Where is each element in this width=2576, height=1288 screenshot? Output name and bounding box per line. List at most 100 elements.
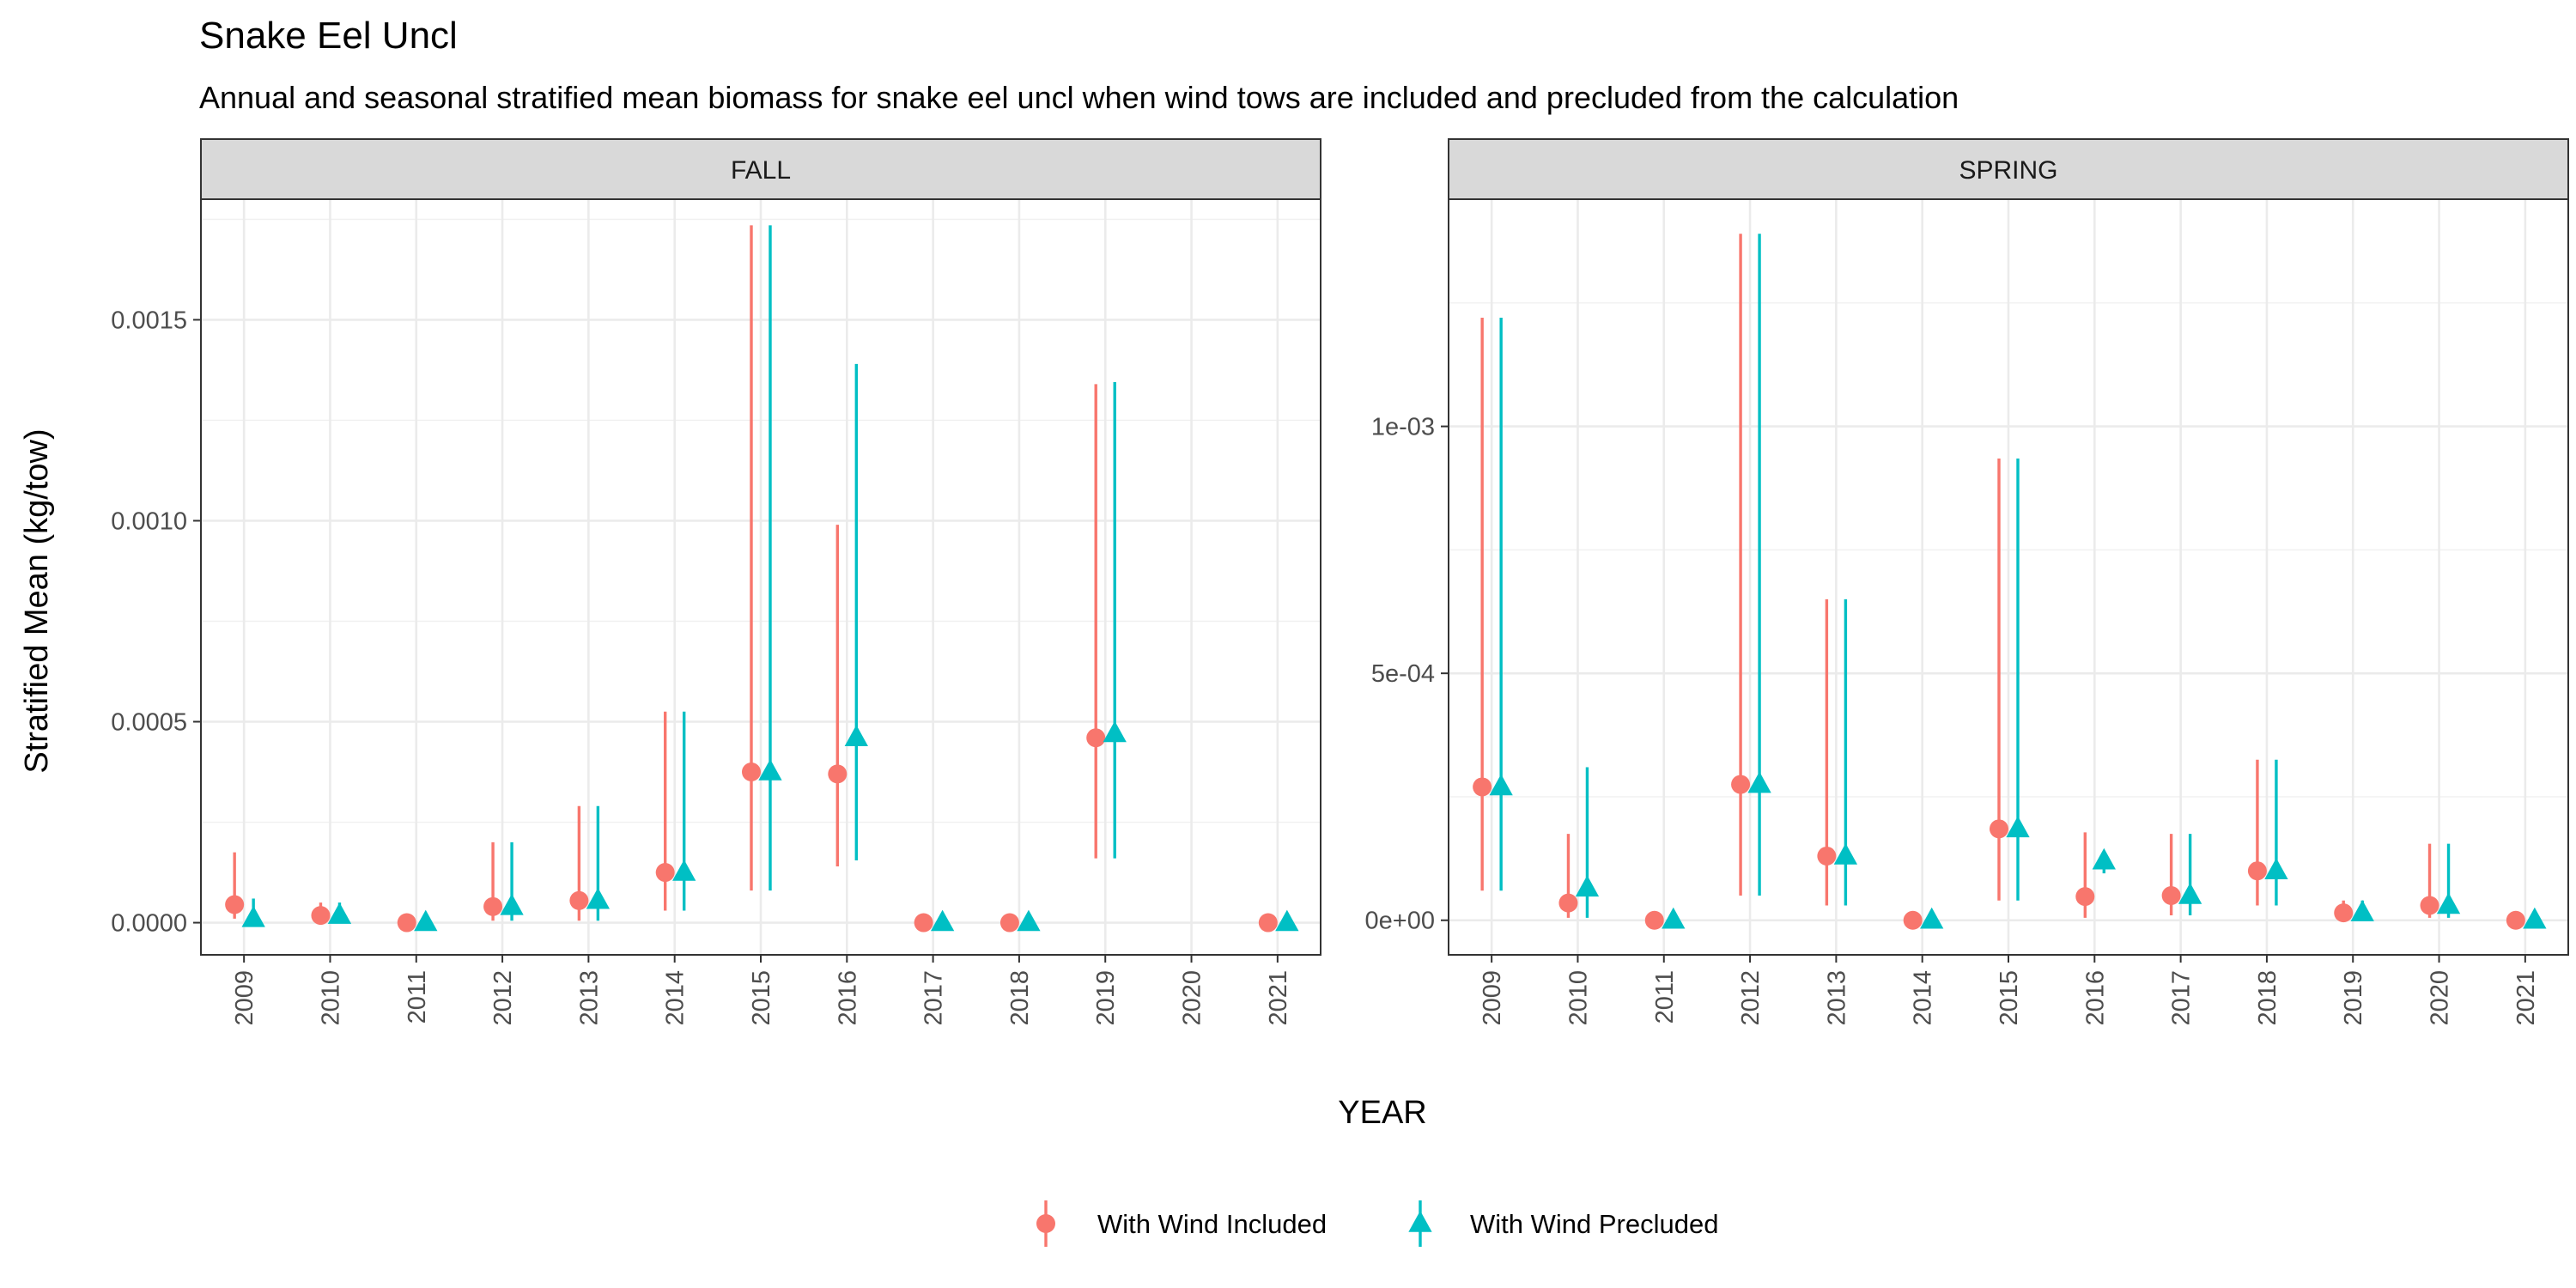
x-tick-label: 2009	[1479, 970, 1506, 1026]
y-tick-label: 0.0000	[111, 910, 187, 938]
y-tick-label: 0.0005	[111, 709, 187, 737]
data-point	[327, 902, 352, 924]
data-point	[930, 909, 955, 932]
x-tick-label: 2012	[1737, 970, 1765, 1026]
series-wind-included	[1473, 234, 2525, 930]
y-tick-label: 5e-04	[1371, 660, 1435, 688]
data-point	[311, 906, 331, 926]
data-point	[758, 759, 782, 781]
data-point	[2436, 892, 2461, 914]
x-tick-label: 2015	[748, 970, 775, 1026]
facet-strip-label: SPRING	[1959, 156, 2057, 185]
data-point	[1817, 846, 1837, 866]
data-point	[586, 887, 611, 909]
data-point	[1017, 909, 1041, 932]
x-tick-label: 2013	[1823, 970, 1850, 1026]
x-tick-label: 2014	[662, 970, 690, 1026]
facet-strip	[200, 138, 1321, 200]
panel-spring: 0e+00 5e-04 1e-03 2009 2010 2011 2012 2013 2014 2…	[1365, 138, 2569, 1026]
data-point	[241, 905, 265, 927]
x-tick-label: 2018	[2254, 970, 2281, 1026]
x-tick-label: 2020	[2427, 970, 2454, 1026]
series-wind-precluded	[241, 225, 1299, 932]
x-tick-label: 2010	[317, 970, 344, 1026]
data-point	[2334, 903, 2354, 923]
y-axis-title: Stratified Mean (kg/tow)	[19, 428, 55, 773]
data-point	[1103, 720, 1127, 743]
y-tick-label: 0.0010	[111, 507, 187, 535]
panel-border	[200, 198, 1321, 956]
data-point	[1731, 775, 1751, 794]
data-point	[1275, 909, 1299, 932]
x-tick-label: 2011	[1651, 970, 1679, 1024]
x-tick-label: 2010	[1564, 970, 1592, 1026]
panels: 0.0000 0.0005 0.0010 0.0015 2009 2010 2011 2012…	[111, 138, 2569, 1026]
data-point	[1473, 777, 1492, 797]
x-tick-label: 2012	[489, 970, 517, 1026]
series-wind-included	[225, 225, 1278, 933]
data-point	[1662, 907, 1686, 929]
x-tick-label: 2016	[834, 970, 861, 1026]
data-point	[2092, 848, 2116, 870]
data-point	[1903, 910, 1923, 930]
data-point	[414, 909, 438, 932]
legend-key-marker	[1408, 1211, 1432, 1232]
chart-title: Snake Eel Uncl	[199, 15, 458, 57]
data-point	[1258, 913, 1278, 933]
x-tick-label: 2015	[1996, 970, 2023, 1026]
legend-key-marker	[1036, 1214, 1055, 1233]
data-point	[1558, 893, 1578, 913]
data-point	[225, 895, 245, 914]
panel-border	[1448, 198, 2569, 956]
data-point	[2075, 887, 2095, 907]
x-tick-label: 2013	[575, 970, 603, 1026]
data-point	[1833, 843, 1858, 865]
data-point	[844, 725, 868, 746]
data-point	[742, 762, 761, 782]
x-tick-label: 2009	[231, 970, 258, 1026]
y-tick-label: 1e-03	[1371, 414, 1435, 441]
x-tick-label: 2020	[1179, 970, 1206, 1026]
series-wind-precluded	[1489, 234, 2547, 929]
data-point	[1990, 819, 2008, 839]
data-point	[655, 863, 675, 883]
x-tick-label: 2017	[920, 970, 948, 1026]
legend-label: With Wind Included	[1097, 1209, 1327, 1239]
data-point	[999, 913, 1019, 933]
data-point	[1747, 771, 1771, 793]
data-point	[483, 896, 503, 916]
legend-item-wind-included: With Wind Included	[1036, 1200, 1327, 1247]
y-tick-label: 0.0015	[111, 307, 187, 334]
x-tick-label: 2018	[1006, 970, 1034, 1026]
data-point	[2006, 816, 2030, 838]
x-tick-label: 2021	[1265, 970, 1292, 1026]
data-point	[2523, 907, 2547, 929]
x-tick-label: 2021	[2512, 970, 2540, 1026]
data-point	[569, 890, 589, 910]
data-point	[2350, 900, 2374, 921]
data-point	[2506, 910, 2525, 930]
facet-strip-label: FALL	[731, 156, 791, 185]
facet-strip	[1448, 138, 2569, 200]
data-point	[1489, 774, 1513, 796]
x-tick-label: 2014	[1910, 970, 1937, 1026]
data-point	[1086, 728, 1106, 748]
data-point	[1575, 875, 1600, 897]
data-point	[1920, 907, 1944, 929]
x-tick-label: 2017	[2168, 970, 2196, 1026]
x-tick-label: 2019	[2340, 970, 2367, 1026]
legend-label: With Wind Precluded	[1470, 1209, 1718, 1239]
x-tick-label: 2016	[2081, 970, 2109, 1026]
legend: With Wind Included With Wind Precluded	[1036, 1200, 1718, 1247]
chart-subtitle: Annual and seasonal stratified mean biom…	[199, 80, 1959, 115]
data-point	[672, 860, 696, 881]
data-point	[2161, 885, 2181, 905]
y-tick-label: 0e+00	[1365, 908, 1435, 935]
x-axis-title: YEAR	[1338, 1095, 1426, 1131]
panel-fall: 0.0000 0.0005 0.0010 0.0015 2009 2010 2011 2012…	[111, 138, 1321, 1026]
data-point	[2420, 896, 2439, 915]
data-point	[397, 913, 416, 933]
data-point	[914, 913, 933, 933]
data-point	[2264, 858, 2288, 879]
